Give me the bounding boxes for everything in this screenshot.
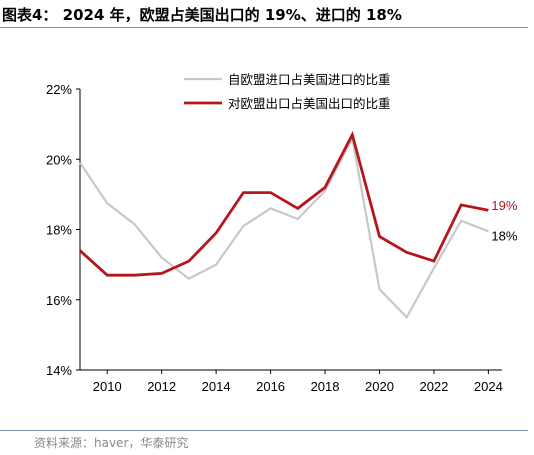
y-tick-label: 18% [46,223,72,238]
x-tick-label: 2010 [93,379,122,394]
y-tick-label: 14% [46,363,72,378]
x-tick-label: 2014 [202,379,231,394]
x-tick-label: 2024 [474,379,503,394]
title-rule [0,27,528,28]
x-tick-label: 2022 [419,379,448,394]
axes: 14% 16% 18% 20% 22% 2010 2012 2014 2016 2018 2020 2… [46,82,503,394]
x-tick-label: 2016 [256,379,285,394]
source-rule [0,430,528,431]
x-tick-label: 2018 [311,379,340,394]
y-tick-label: 20% [46,152,72,167]
x-tick-label: 2012 [147,379,176,394]
legend-label-0: 自欧盟进口占美国进口的比重 [228,72,391,87]
series-1-end-label: 19% [491,198,517,213]
series-0-end-label: 18% [491,228,517,243]
series-line-1 [79,130,489,277]
y-tick-label: 16% [46,293,72,308]
series-line-0 [79,134,489,320]
series-layer: 18% 19% [79,130,518,320]
legend-label-1: 对欧盟出口占美国出口的比重 [228,96,391,111]
source-note: 资料来源：haver，华泰研究 [34,436,189,450]
x-tick-label: 2020 [365,379,394,394]
y-tick-label: 22% [46,82,72,97]
figure-title: 图表4： 2024 年，欧盟占美国出口的 19%、进口的 18% [2,6,402,24]
